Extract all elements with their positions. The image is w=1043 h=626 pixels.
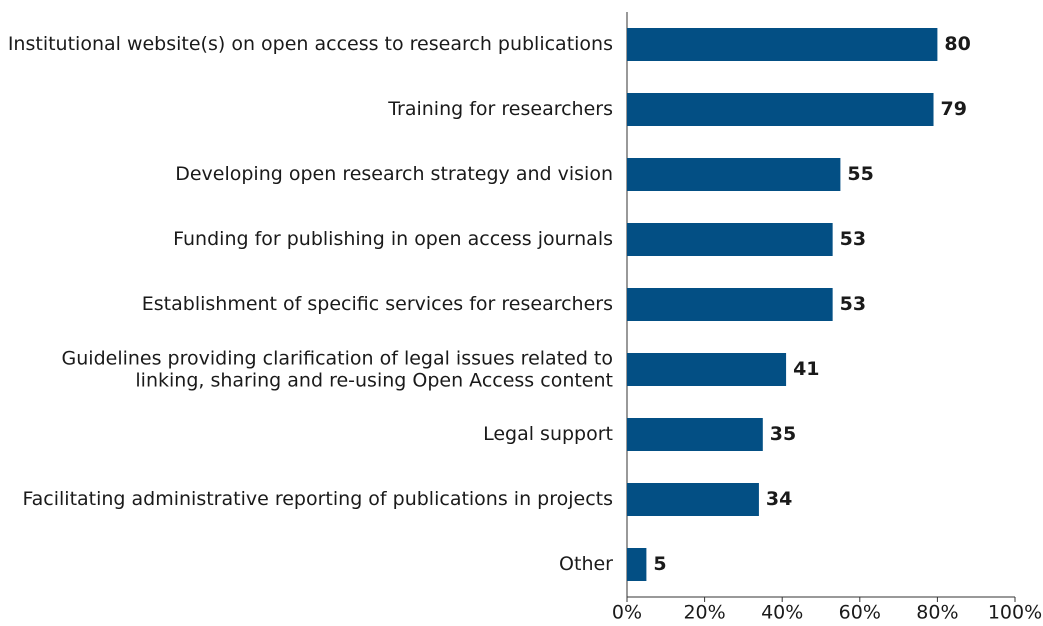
value-label: 41 (793, 358, 819, 380)
bar (627, 288, 833, 321)
bar (627, 158, 841, 191)
value-label: 53 (840, 228, 866, 250)
value-label: 55 (847, 163, 873, 185)
bar (627, 28, 938, 61)
x-tick-label: 80% (916, 602, 958, 623)
x-tick-label: 100% (988, 602, 1042, 623)
category-label: Institutional website(s) on open access … (8, 33, 613, 55)
bar (627, 483, 759, 516)
bar (627, 93, 934, 126)
value-label: 79 (941, 98, 967, 120)
value-label: 34 (766, 488, 792, 510)
category-label: Training for researchers (387, 98, 613, 120)
x-tick-label: 0% (612, 602, 642, 623)
category-label: Funding for publishing in open access jo… (173, 228, 613, 250)
value-label: 80 (944, 33, 970, 55)
bar (627, 548, 647, 581)
category-label: Guidelines providing clarification of le… (62, 347, 613, 391)
value-label: 53 (840, 293, 866, 315)
category-label: Facilitating administrative reporting of… (22, 488, 613, 510)
value-label: 5 (653, 553, 666, 575)
bar (627, 353, 787, 386)
bar (627, 223, 833, 256)
category-label: Developing open research strategy and vi… (175, 163, 613, 185)
x-tick-label: 20% (683, 602, 725, 623)
category-label: Establishment of specific services for r… (142, 293, 613, 315)
x-tick-label: 40% (761, 602, 803, 623)
category-label: Legal support (483, 423, 613, 445)
category-label: Other (559, 553, 613, 575)
x-tick-label: 60% (839, 602, 881, 623)
bar (627, 418, 763, 451)
value-label: 35 (770, 423, 796, 445)
